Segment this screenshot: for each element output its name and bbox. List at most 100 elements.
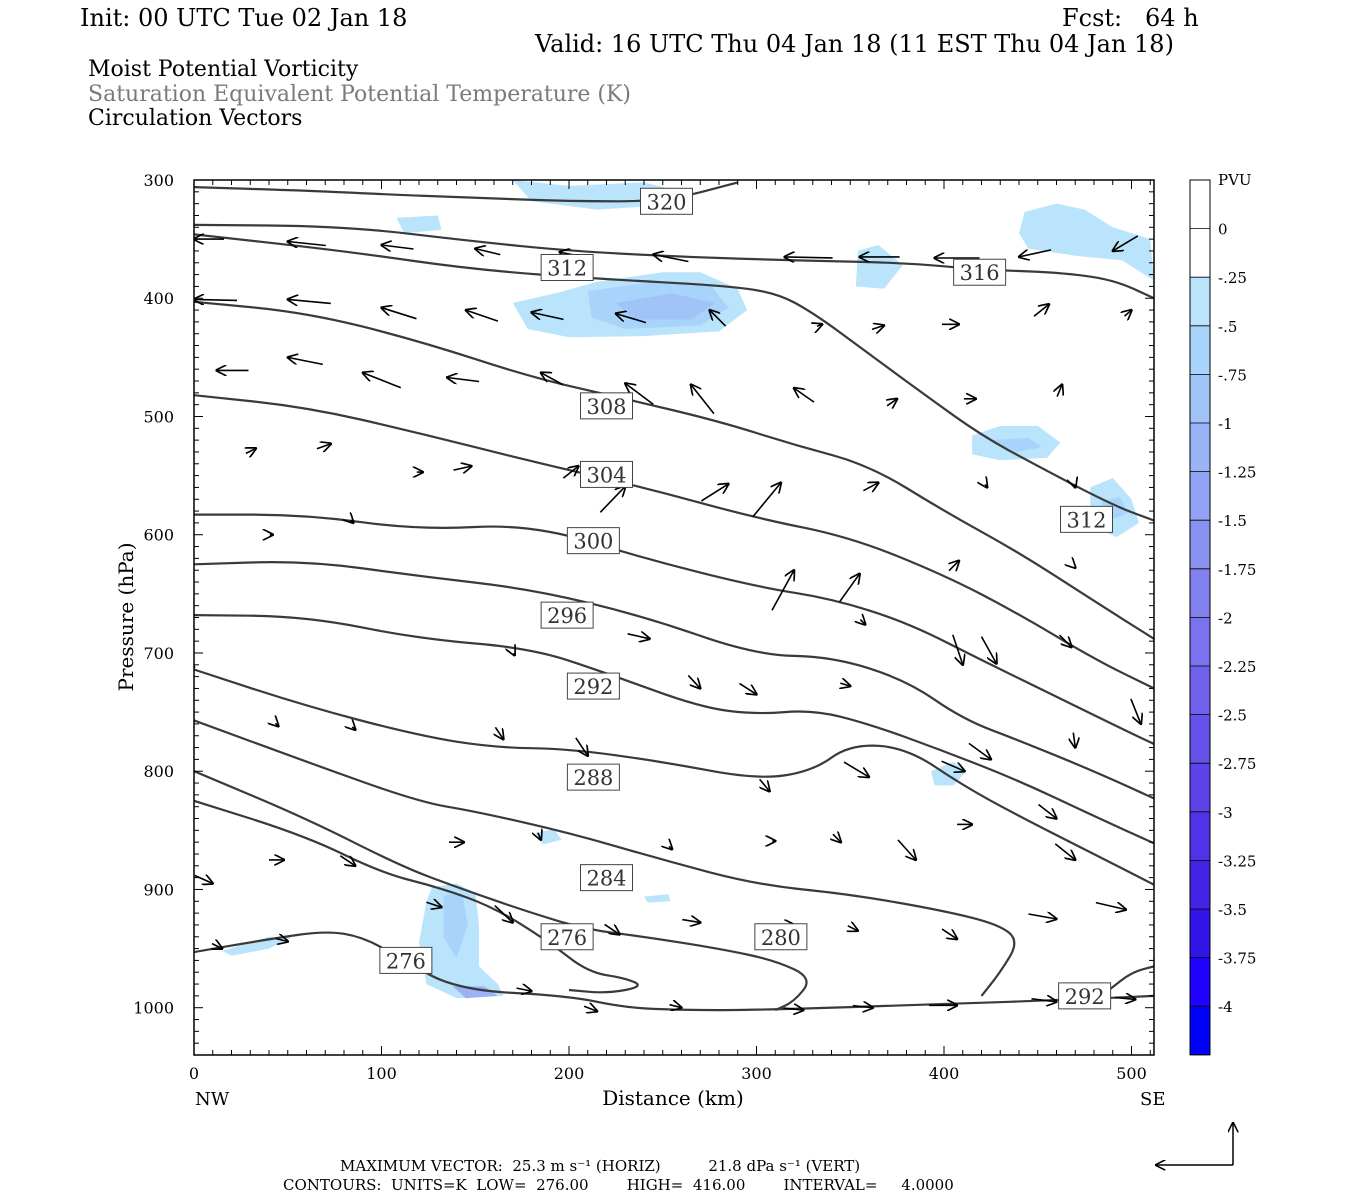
pv-region-5 (855, 245, 903, 289)
pv-region-8 (990, 437, 1042, 452)
vector-arrow (1058, 634, 1072, 647)
colorbar-label: -3 (1218, 804, 1233, 822)
vector-arrow (687, 674, 700, 688)
contour-label: 296 (547, 604, 587, 628)
vector-arrow (212, 944, 222, 949)
vector-arrow (1054, 843, 1075, 860)
vector-arrow (691, 385, 715, 415)
circulation-vectors (194, 235, 1141, 1011)
vector-arrow (1115, 997, 1135, 999)
max-vector-note: MAXIMUM VECTOR: 25.3 m s⁻¹ (HORIZ) 21.8 … (340, 1157, 861, 1175)
vector-arrow (941, 760, 965, 771)
colorbar-label: -1.75 (1218, 561, 1256, 579)
vector-arrow (1031, 999, 1057, 1002)
vector-arrow (669, 846, 672, 849)
contour-label: 300 (573, 530, 613, 554)
colorbar-swatch (1190, 909, 1210, 959)
vector-arrow (760, 778, 770, 791)
colorbar-label: -.75 (1218, 366, 1247, 384)
vector-arrow (848, 926, 858, 931)
vector-arrow (604, 923, 620, 934)
vector-arrow (246, 448, 256, 453)
colorbar-label: -2 (1218, 609, 1233, 627)
theta-contour-320 (194, 181, 739, 203)
colorbar-swatch (1190, 374, 1210, 424)
pv-region-0 (512, 180, 682, 210)
contour-label: 280 (761, 926, 801, 950)
vector-arrow (275, 939, 288, 942)
vector-arrow (475, 249, 501, 255)
colorbar: PVU 0 -.25 -.5 -.75 -1 -1.25 -1.5 -1.75 -2 -2.25 -… (1189, 171, 1256, 1056)
vector-arrow (466, 310, 499, 322)
y-tick-label: 600 (143, 526, 174, 545)
vector-arrow (838, 574, 860, 603)
theta-contour-300 (194, 513, 1154, 745)
vector-arrow (447, 378, 480, 382)
vector-arrow (538, 833, 541, 840)
pv-region-17 (222, 936, 292, 956)
y-tick-label: 500 (143, 407, 174, 426)
vector-arrow (382, 308, 417, 320)
colorbar-swatch (1190, 325, 1210, 375)
theta-contour-284 (194, 719, 1016, 997)
vector-arrow (860, 620, 865, 625)
y-tick-label: 1000 (133, 999, 174, 1018)
contour-label-box (1060, 505, 1113, 533)
vector-arrow (771, 570, 794, 611)
vector-arrow (494, 905, 513, 923)
colorbar-label: -2.75 (1218, 755, 1256, 773)
theta-contour-292 (194, 614, 1154, 845)
theta-contour-288 (194, 668, 1154, 886)
pv-region-4 (615, 293, 716, 320)
pv-shading (222, 180, 1154, 999)
colorbar-label: -2.25 (1218, 658, 1256, 676)
axes: Distance (km) Pressure (hPa) NW SE 0 100 2… (114, 171, 1165, 1110)
vector-arrow (1019, 249, 1052, 257)
y-tick-label: 700 (143, 644, 174, 663)
colorbar-label: -4 (1218, 998, 1233, 1016)
vector-arrow (514, 653, 515, 655)
colorbar-swatch (1190, 423, 1210, 473)
vector-arrow (516, 988, 532, 991)
vector-arrow (426, 902, 442, 907)
theta-contour-292 (1108, 965, 1154, 991)
contour-label-box (580, 392, 633, 420)
vector-arrow (288, 242, 326, 246)
contour-label: 276 (386, 949, 426, 973)
contour-label: 288 (573, 766, 613, 790)
x-tick-label: 0 (189, 1064, 199, 1083)
x-tick-label: 200 (554, 1064, 585, 1083)
x-tick-label: 500 (1116, 1064, 1147, 1083)
theta-contour-296 (194, 561, 1154, 800)
vector-arrow (316, 444, 331, 449)
title-vectors: Circulation Vectors (88, 106, 303, 131)
theta-contour-304 (194, 394, 1154, 690)
vector-arrow (739, 682, 757, 694)
theta-contours (194, 181, 1154, 1012)
x-tick-label: 300 (741, 1064, 772, 1083)
x-end-left: NW (195, 1089, 230, 1110)
vector-arrow (1074, 484, 1075, 487)
contour-label: 316 (960, 261, 1000, 285)
theta-contour-312 (194, 233, 1154, 522)
contour-label: 276 (547, 926, 587, 950)
vector-arrow (363, 373, 402, 389)
contour-label: 284 (586, 867, 626, 891)
contour-labels: 320 312 316 308 304 312 300 296 292 288 284 276 280 2… (379, 187, 1113, 1010)
vector-arrow (653, 255, 689, 263)
vector-arrow (843, 761, 869, 777)
vector-arrow (1033, 304, 1049, 317)
contour-label-box (640, 187, 693, 215)
pv-region-11 (930, 761, 967, 786)
pv-region-1 (396, 215, 442, 234)
contour-label: 292 (1065, 985, 1105, 1009)
contour-label-box (540, 254, 594, 281)
vector-arrow (752, 483, 781, 518)
vector-arrow (783, 1008, 803, 1010)
vector-arrow (453, 466, 472, 470)
colorbar-label: 0 (1218, 221, 1228, 239)
vector-arrow (1113, 235, 1139, 251)
contour-label: 312 (547, 257, 587, 281)
vector-arrow (275, 723, 278, 726)
